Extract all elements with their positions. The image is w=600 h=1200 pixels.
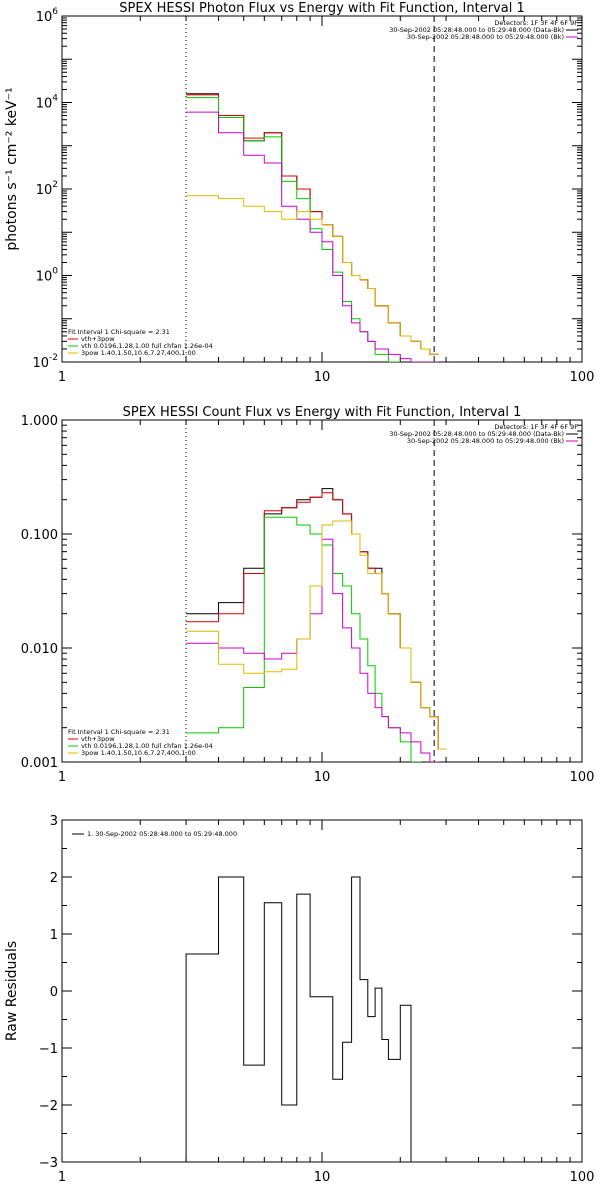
y-tick-label: −3 bbox=[39, 1156, 58, 1171]
y-tick-label: 3 bbox=[50, 814, 58, 829]
y-tick-label: 1.000 bbox=[21, 414, 58, 429]
y-axis-label: photons s⁻¹ cm⁻² keV⁻¹ bbox=[4, 87, 20, 250]
x-tick-label: 100 bbox=[570, 770, 595, 785]
legend-entry: 1. 30-Sep-2002 05:28:48.000 to 05:29:48.… bbox=[87, 830, 237, 838]
plot-frame bbox=[61, 819, 583, 1163]
time-interval-label: 30-Sep-2002 05:28:48.000 to 05:29:48.000… bbox=[389, 26, 564, 34]
series-line-0 bbox=[186, 488, 447, 750]
fit-legend-entry: 3pow 1.40,1.50,10.6,7.27,400,1.00 bbox=[81, 349, 196, 357]
chart-title: SPEX HESSI Photon Flux vs Energy with Fi… bbox=[119, 1, 525, 16]
time-interval-label: 30-Sep-2002 05:28:48.000 to 05:29:48.000… bbox=[407, 437, 564, 445]
detectors-label: Detectors: 1F 3F 4F 6F 9F bbox=[494, 19, 578, 27]
y-tick-label: 0.010 bbox=[21, 642, 58, 657]
y-tick-label: 104 bbox=[36, 94, 59, 112]
x-tick-label: 1 bbox=[58, 1170, 66, 1185]
fit-legend-entry: vth+3pow bbox=[81, 735, 115, 743]
series-group bbox=[185, 876, 412, 1162]
series-line-2 bbox=[186, 516, 422, 762]
series-line-4 bbox=[186, 520, 447, 750]
time-interval-label: 30-Sep-2002 05:28:48.000 to 05:29:48.000… bbox=[389, 430, 564, 438]
y-tick-label: 106 bbox=[36, 7, 59, 25]
y-tick-label: 100 bbox=[36, 267, 59, 285]
chart-1: 1 10 100 0.001 0.010 0.100 1.000 SPEX HESSI Cou… bbox=[21, 405, 595, 785]
series-line-1 bbox=[186, 94, 439, 355]
x-tick-label: 10 bbox=[314, 770, 331, 785]
series-line-3 bbox=[186, 538, 439, 762]
x-tick-label: 100 bbox=[570, 1170, 595, 1185]
fit-legend-entry: vth+3pow bbox=[81, 335, 115, 343]
chart-2: 1 10 100 −3 −2 −1 0 1 2 3 Raw Residuals 1. 30-Sep-2… bbox=[4, 814, 594, 1185]
y-tick-label: −1 bbox=[39, 1042, 58, 1057]
series-line-1 bbox=[186, 492, 447, 750]
fit-legend-entry: vth 0.0196,1.28,1.00 full chfan 1.26e-04 bbox=[81, 342, 213, 350]
series-group bbox=[186, 93, 439, 362]
y-tick-label: −2 bbox=[39, 1099, 58, 1114]
x-tick-label: 1 bbox=[58, 770, 66, 785]
fit-legend-entry: vth 0.0196,1.28,1.00 full chfan 1.26e-04 bbox=[81, 742, 213, 750]
fit-legend-header: Fit Interval 1 Chi-square = 2.31 bbox=[68, 328, 170, 336]
chart-0: 1 10 100 10-2 100 102 104 106 SPEX HESSI Photon … bbox=[4, 1, 594, 385]
time-interval-label: 30-Sep-2002 05:28:48.000 to 05:29:48.000… bbox=[407, 33, 564, 41]
chart-title: SPEX HESSI Count Flux vs Energy with Fit… bbox=[123, 405, 522, 420]
y-axis-label: Raw Residuals bbox=[4, 941, 20, 1041]
y-tick-label: 0.001 bbox=[21, 756, 58, 771]
y-tick-label: 2 bbox=[50, 871, 58, 886]
series-line-0 bbox=[185, 876, 412, 1162]
fit-legend-entry: 3pow 1.40,1.50,10.6,7.27,400,1.00 bbox=[81, 749, 196, 757]
series-line-3 bbox=[186, 111, 439, 362]
plot-frame bbox=[61, 15, 583, 363]
y-tick-label: 0.100 bbox=[21, 528, 58, 543]
detectors-label: Detectors: 1F 3F 4F 6F 9F bbox=[494, 423, 578, 431]
fit-legend-header: Fit Interval 1 Chi-square = 2.31 bbox=[68, 728, 170, 736]
y-tick-label: 102 bbox=[36, 180, 58, 198]
y-tick-label: 0 bbox=[50, 985, 58, 1000]
y-tick-label: 10-2 bbox=[32, 353, 58, 371]
series-line-4 bbox=[186, 195, 439, 355]
y-tick-label: 1 bbox=[50, 928, 58, 943]
x-tick-label: 100 bbox=[570, 370, 595, 385]
x-tick-label: 1 bbox=[58, 370, 66, 385]
x-tick-label: 10 bbox=[314, 1170, 331, 1185]
series-group bbox=[186, 488, 447, 762]
x-tick-label: 10 bbox=[314, 370, 331, 385]
